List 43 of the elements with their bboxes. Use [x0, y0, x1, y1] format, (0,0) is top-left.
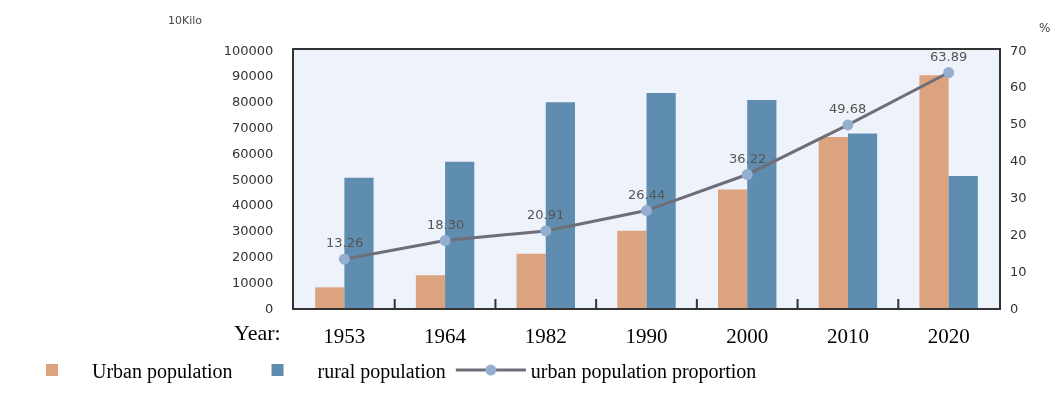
y2-tick-label: 50 — [1010, 116, 1027, 132]
x-tick-label: 2020 — [927, 324, 970, 349]
data-label: 63.89 — [930, 49, 968, 64]
y-tick-label: 70000 — [232, 119, 274, 135]
bar — [718, 189, 748, 308]
y2-tick-label: 70 — [1010, 42, 1027, 58]
y-tick-label: 30000 — [232, 223, 274, 239]
x-tick-label: 1964 — [424, 324, 467, 349]
data-label: 49.68 — [829, 101, 867, 116]
bar — [847, 133, 878, 308]
y2-tick-label: 30 — [1010, 189, 1027, 205]
y-axis-title: 10Kilo — [168, 14, 203, 27]
y2-tick-label: 10 — [1010, 263, 1027, 279]
y-tick-label: 0 — [265, 300, 274, 316]
x-axis-title: Year: — [234, 320, 281, 345]
x-tick-label: 1990 — [625, 324, 668, 349]
y2-tick-label: 60 — [1010, 79, 1027, 95]
x-tick-label: 1982 — [524, 324, 567, 349]
y2-tick-label: 40 — [1010, 153, 1027, 169]
bar — [919, 75, 949, 308]
y-tick-label: 50000 — [232, 171, 274, 187]
y-tick-label: 100000 — [223, 42, 274, 58]
y-tick-label: 90000 — [232, 68, 274, 84]
legend-label: urban population proportion — [530, 359, 757, 383]
legend-label: rural population — [317, 359, 446, 383]
bar — [415, 275, 446, 308]
legend-label: Urban population — [92, 359, 233, 383]
y-tick-label: 10000 — [232, 274, 274, 290]
y-tick-label: 60000 — [232, 145, 274, 161]
bar — [818, 136, 848, 308]
y-tick-label: 40000 — [232, 197, 274, 213]
y-tick-label: 20000 — [232, 248, 274, 264]
x-tick-label: 2010 — [826, 324, 869, 349]
x-tick-label: 1953 — [323, 324, 366, 349]
bar — [516, 253, 546, 308]
y2-tick-label: 20 — [1010, 226, 1027, 242]
bar — [617, 230, 647, 308]
y2-tick-label: 0 — [1010, 300, 1019, 316]
x-tick-label: 2000 — [726, 324, 769, 349]
bar — [315, 287, 345, 308]
y2-axis-title: % — [1039, 21, 1051, 35]
y-tick-label: 80000 — [232, 94, 274, 110]
bar — [948, 175, 978, 308]
